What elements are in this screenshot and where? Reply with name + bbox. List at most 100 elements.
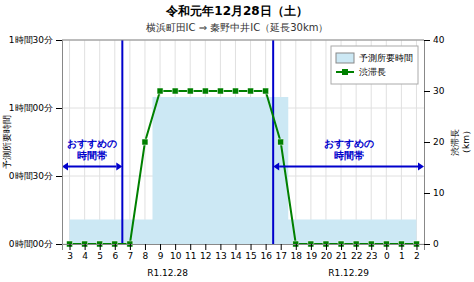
marker bbox=[217, 88, 223, 94]
tick-mark bbox=[266, 244, 267, 250]
tick: 23 bbox=[366, 244, 377, 261]
arrow-head bbox=[418, 162, 424, 170]
tick-mark bbox=[424, 193, 430, 194]
tick: 40 bbox=[424, 35, 445, 45]
grid bbox=[62, 40, 424, 244]
tick: 15 bbox=[245, 244, 256, 261]
markers bbox=[67, 88, 420, 247]
tick-mark bbox=[356, 244, 357, 250]
tick-label: 19 bbox=[306, 251, 318, 261]
legend-swatch bbox=[336, 53, 354, 63]
marker bbox=[278, 139, 284, 145]
annotation-text: おすすめの bbox=[67, 138, 117, 150]
plot-frame bbox=[62, 40, 424, 41]
tick-mark bbox=[115, 244, 116, 250]
tick-mark bbox=[326, 244, 327, 250]
annotations: おすすめの時間帯おすすめの時間帯 bbox=[62, 138, 424, 170]
tick-mark bbox=[190, 244, 191, 250]
tick-label: 7 bbox=[128, 251, 134, 261]
tick-label: 5 bbox=[97, 251, 103, 261]
data bbox=[70, 40, 417, 244]
tick-mark bbox=[296, 244, 297, 250]
grid-line bbox=[295, 40, 296, 244]
tick-mark bbox=[145, 244, 146, 250]
tick-mark bbox=[56, 176, 62, 177]
tick-mark bbox=[341, 244, 342, 250]
tick-label: 20 bbox=[321, 251, 333, 261]
tick: 13 bbox=[215, 244, 226, 261]
tick-label: 18 bbox=[291, 251, 303, 261]
tick-mark bbox=[175, 244, 176, 250]
tick-label: 4 bbox=[82, 251, 88, 261]
x-group-label: R1.12.29 bbox=[328, 268, 369, 278]
tick-label: 22 bbox=[351, 251, 362, 261]
marker bbox=[187, 88, 193, 94]
marker bbox=[157, 88, 163, 94]
tick-mark bbox=[130, 244, 131, 250]
subtitle: 横浜町田IC ⇒ 秦野中井IC（延長30km） bbox=[146, 22, 329, 33]
y2-axis: 0 10 20 30 40 bbox=[424, 35, 445, 249]
tick-label: 6 bbox=[112, 251, 118, 261]
tick-label: 0時間30分 bbox=[9, 171, 53, 181]
tick-label: 1 bbox=[399, 251, 405, 261]
tick-mark bbox=[424, 91, 430, 92]
tick: 1 bbox=[399, 244, 405, 261]
tick: 9 bbox=[158, 244, 164, 261]
tick-label: 0 bbox=[384, 251, 390, 261]
marker bbox=[172, 88, 178, 94]
tick: 4 bbox=[82, 244, 88, 261]
tick: 30 bbox=[424, 86, 445, 96]
tick-mark bbox=[424, 244, 430, 245]
tick-label: 10 bbox=[170, 251, 182, 261]
tick-label: 12 bbox=[200, 251, 211, 261]
tick-label: 13 bbox=[215, 251, 226, 261]
marker bbox=[232, 88, 238, 94]
tick-label: 0 bbox=[433, 239, 439, 249]
tick-label: 1時間00分 bbox=[9, 103, 53, 113]
tick-mark bbox=[56, 244, 62, 245]
tick: 17 bbox=[275, 244, 286, 261]
tick-mark bbox=[160, 244, 161, 250]
annotation-arrow bbox=[279, 165, 418, 167]
tick-mark bbox=[281, 244, 282, 250]
annotation-text: 時間帯 bbox=[334, 150, 364, 161]
tick: 10 bbox=[424, 188, 445, 198]
tick: 20 bbox=[321, 244, 333, 261]
tick: 22 bbox=[351, 244, 362, 261]
annotation-text: おすすめの bbox=[324, 138, 374, 150]
tick: 11 bbox=[185, 244, 196, 261]
tick-label: 8 bbox=[143, 251, 149, 261]
legend: 予測所要時間渋滞長 bbox=[331, 46, 418, 84]
tick-mark bbox=[56, 108, 62, 109]
tick-label: 9 bbox=[158, 251, 164, 261]
legend-label: 予測所要時間 bbox=[359, 53, 413, 63]
plot: おすすめの時間帯おすすめの時間帯345678910111213141516171… bbox=[2, 35, 471, 278]
tick-label: 20 bbox=[433, 137, 445, 147]
legend-box bbox=[331, 46, 418, 84]
tick-mark bbox=[70, 244, 71, 250]
region-divider bbox=[121, 40, 123, 244]
tick-mark bbox=[416, 244, 417, 250]
annotation-arrow bbox=[68, 165, 116, 167]
tick: 16 bbox=[260, 244, 272, 261]
tick: 5 bbox=[97, 244, 103, 261]
tick-label: 14 bbox=[230, 251, 242, 261]
axis-domain bbox=[63, 245, 425, 251]
tick-label: 3 bbox=[67, 251, 73, 261]
tick-label: 30 bbox=[433, 86, 445, 96]
tick-mark bbox=[85, 244, 86, 250]
tick: 1時間30分 bbox=[9, 35, 62, 45]
axis-domain bbox=[425, 41, 431, 245]
tick-label: 17 bbox=[275, 251, 286, 261]
grid-line bbox=[310, 40, 311, 244]
tick: 8 bbox=[143, 244, 149, 261]
tick: 12 bbox=[200, 244, 211, 261]
arrow-head bbox=[273, 162, 279, 170]
tick-label: 2 bbox=[414, 251, 420, 261]
axis-domain bbox=[56, 41, 63, 245]
tick-label: 1時間30分 bbox=[9, 35, 53, 45]
chart: 令和元年12月28日（土）横浜町田IC ⇒ 秦野中井IC（延長30km）おすすめ… bbox=[0, 0, 474, 282]
tick-mark bbox=[100, 244, 101, 250]
tick: 6 bbox=[112, 244, 118, 261]
tick-label: 11 bbox=[185, 251, 196, 261]
